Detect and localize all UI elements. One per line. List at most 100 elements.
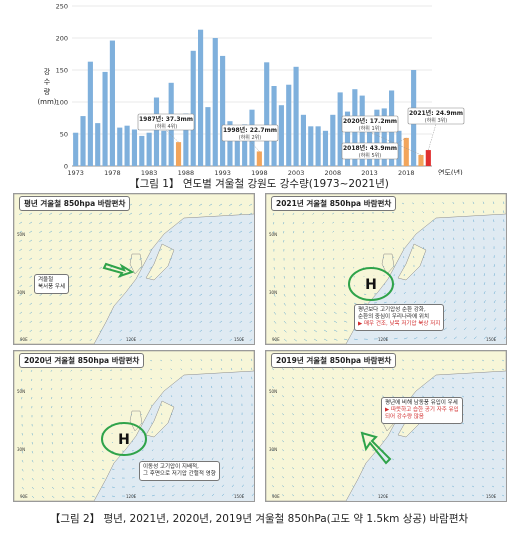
wind-vector — [209, 257, 213, 260]
wind-vector — [221, 466, 224, 470]
wind-vector — [231, 475, 234, 479]
wind-vector — [150, 386, 153, 389]
wind-vector — [483, 282, 486, 286]
annotation-line-highlight: 되어 강수량 많음 — [385, 414, 424, 420]
wind-vector — [99, 266, 103, 269]
wind-vector — [371, 458, 375, 461]
wind-vector — [473, 327, 477, 331]
wind-vector — [149, 257, 153, 260]
wind-vector — [70, 396, 73, 399]
wind-vector — [79, 320, 83, 323]
wind-vector — [241, 448, 244, 452]
bar — [418, 154, 424, 166]
wind-vector — [351, 368, 355, 371]
wind-vector — [351, 440, 355, 443]
wind-vector — [281, 449, 285, 452]
wind-vector — [461, 494, 465, 497]
wind-vector — [89, 329, 93, 332]
wind-vector — [250, 358, 253, 362]
wind-vector — [169, 230, 173, 233]
wind-vector — [393, 283, 396, 286]
wind-vector — [219, 221, 223, 224]
wind-vector — [61, 441, 63, 445]
wind-vector — [273, 311, 277, 315]
wind-vector — [491, 413, 495, 416]
wind-anomaly-map: H 50N 30N 90E 120E 150E — [266, 194, 506, 344]
wind-vector — [283, 293, 286, 297]
wind-vector — [413, 291, 416, 295]
wind-vector — [170, 368, 173, 371]
wind-vector — [323, 284, 326, 288]
wind-vector — [189, 320, 193, 323]
wind-vector — [491, 368, 495, 371]
wind-vector — [109, 230, 113, 233]
wind-vector — [291, 404, 295, 407]
wind-vector — [29, 275, 33, 278]
wind-vector — [51, 495, 55, 499]
wind-vector — [159, 338, 163, 341]
wind-vector — [209, 329, 213, 332]
wind-vector — [393, 337, 398, 340]
map-panel-2021: 2021년 겨울철 850hpa 바람편차 H 50N 30N 90E 120E 150E… — [265, 193, 507, 345]
wind-vector — [501, 467, 505, 470]
wind-vector — [49, 320, 53, 323]
wind-vector — [231, 493, 235, 497]
wind-vector — [301, 368, 305, 371]
figure-1-caption: 【그림 1】 연도별 겨울철 강원도 강수량(1973~2021년) — [129, 178, 389, 190]
wind-vector — [311, 404, 315, 407]
wind-vector — [30, 378, 33, 382]
wind-vector — [451, 368, 455, 371]
high-pressure-label: H — [365, 277, 377, 293]
wind-vector — [39, 320, 43, 323]
wind-vector — [249, 284, 253, 287]
annotation-value: 1987년: 37.3mm — [139, 115, 193, 123]
wind-vector — [332, 239, 335, 242]
wind-vector — [39, 302, 43, 305]
wind-vector — [343, 284, 346, 287]
wind-vector — [303, 293, 306, 297]
wind-vector — [483, 300, 486, 304]
annotation-leader — [165, 129, 179, 143]
wind-vector — [149, 293, 153, 296]
wind-vector — [351, 485, 355, 488]
wind-vector — [89, 257, 93, 260]
wind-vector — [332, 221, 335, 224]
wind-vector — [292, 221, 295, 225]
wind-vector — [60, 378, 63, 381]
wind-vector — [59, 221, 63, 224]
wind-vector — [60, 369, 63, 372]
wind-vector — [101, 495, 105, 498]
wind-vector — [461, 440, 465, 443]
wind-vector — [199, 293, 203, 296]
wind-vector — [471, 467, 475, 470]
wind-vector — [200, 368, 203, 371]
wind-vector — [423, 246, 425, 250]
wind-vector — [351, 395, 355, 398]
wind-vector — [471, 458, 475, 461]
wind-vector — [89, 230, 93, 233]
wind-vector — [431, 476, 435, 479]
wind-vector — [249, 248, 253, 251]
bar — [212, 38, 218, 166]
wind-vector — [149, 329, 153, 332]
wind-vector — [491, 440, 495, 443]
wind-vector — [271, 431, 275, 434]
wind-vector — [231, 385, 233, 389]
wind-vector — [230, 367, 233, 371]
wind-vector — [491, 494, 495, 497]
wind-vector — [432, 237, 435, 241]
wind-vector — [210, 367, 213, 371]
wind-vector — [281, 494, 285, 497]
wind-vector — [150, 368, 153, 371]
wind-vector — [251, 457, 254, 461]
wind-vector — [79, 338, 83, 341]
wind-vector — [451, 458, 455, 461]
wind-vector — [89, 212, 93, 215]
wind-vector — [461, 386, 465, 389]
wind-vector — [249, 293, 253, 296]
wind-vector — [321, 404, 325, 407]
wind-vector — [129, 338, 133, 341]
wind-vector — [189, 302, 193, 305]
wind-vector — [341, 458, 345, 461]
wind-vector — [341, 431, 345, 434]
